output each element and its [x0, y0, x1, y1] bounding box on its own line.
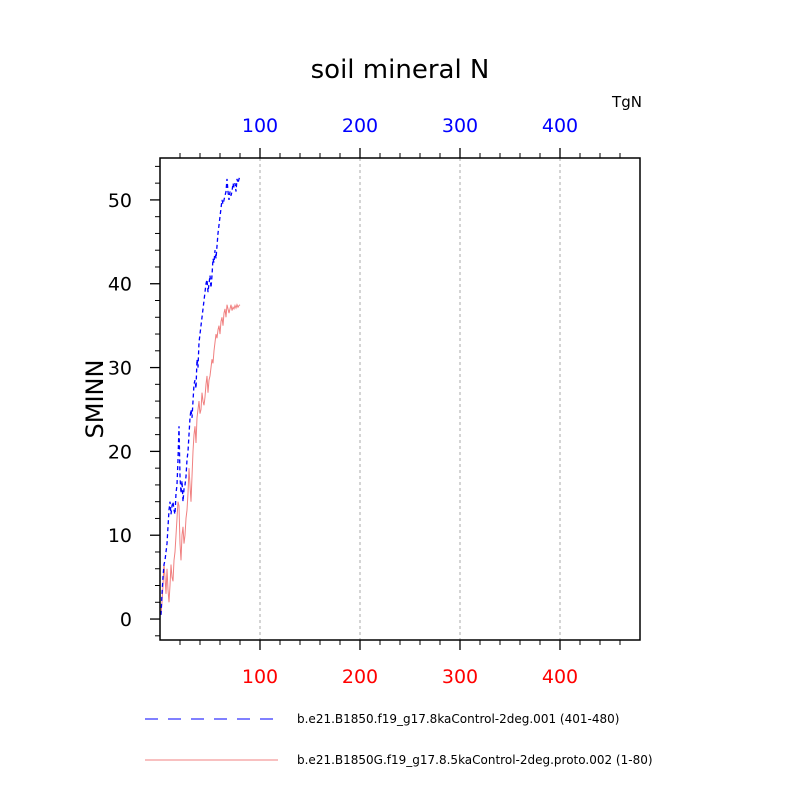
- series-line-2: [160, 303, 241, 615]
- x-tick-label-bottom-1: 200: [342, 666, 378, 688]
- legend: b.e21.B1850.f19_g17.8kaControl-2deg.001 …: [145, 712, 653, 767]
- axis-ticks: [150, 148, 621, 650]
- y-tick-label-4: 40: [108, 274, 132, 296]
- grid-lines: [259, 158, 561, 640]
- chart-title: soil mineral N: [311, 55, 490, 85]
- x-tick-label-bottom-3: 400: [542, 666, 578, 688]
- series-line-1: [160, 176, 241, 615]
- y-tick-label-1: 10: [108, 525, 132, 547]
- y-tick-label-2: 20: [108, 441, 132, 463]
- units-label: TgN: [611, 93, 642, 111]
- series-layer: [160, 176, 241, 615]
- plot-frame: [159, 157, 641, 641]
- x-tick-label-top-1: 200: [342, 115, 378, 137]
- x-tick-label-top-3: 400: [542, 115, 578, 137]
- y-axis-label: SMINN: [81, 360, 109, 439]
- y-tick-label-0: 0: [120, 609, 132, 631]
- legend-label-series-1: b.e21.B1850.f19_g17.8kaControl-2deg.001 …: [297, 712, 619, 726]
- tick-labels: 100 100 200 200 300 300 400 400 0 10 20 30 40 50: [108, 115, 578, 688]
- x-tick-label-top-0: 100: [242, 115, 278, 137]
- legend-label-series-2: b.e21.B1850G.f19_g17.8.5kaControl-2deg.p…: [297, 753, 653, 767]
- y-tick-label-3: 30: [108, 358, 132, 380]
- x-tick-label-top-2: 300: [442, 115, 478, 137]
- x-tick-label-bottom-0: 100: [242, 666, 278, 688]
- x-tick-label-bottom-2: 300: [442, 666, 478, 688]
- y-tick-label-5: 50: [108, 190, 132, 212]
